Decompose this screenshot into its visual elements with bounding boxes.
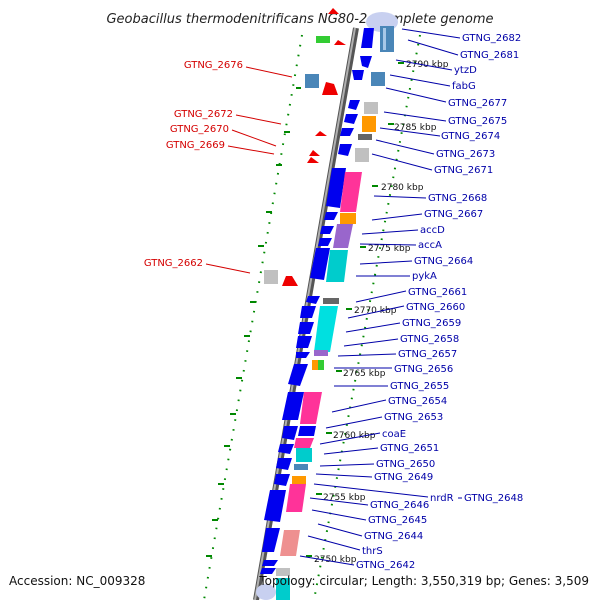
kbp-scale: 2790 kbp 2785 kbp 2780 kbp 2775 kbp 2770… xyxy=(306,60,449,565)
gene-label: GTNG_2672 xyxy=(174,109,233,120)
gene-label: accD xyxy=(420,225,445,236)
feature-gtng-2669 xyxy=(307,157,319,163)
kbp-mark: 2755 kbp xyxy=(323,493,366,503)
feature-gtng-2662 xyxy=(282,276,298,286)
reverse-strand-features xyxy=(264,8,346,286)
feature-gtng-2661 xyxy=(306,296,320,304)
feature-accD xyxy=(333,224,353,248)
kbp-mark: 2750 kbp xyxy=(314,555,357,565)
gene-label: GTNG_2682 xyxy=(462,33,521,44)
feature-red-arrow-top xyxy=(328,8,339,14)
gene-label: thrS xyxy=(362,546,383,557)
kbp-mark: 2780 kbp xyxy=(381,183,424,193)
feature-gtng-2668 xyxy=(326,168,346,208)
gene-label: GTNG_2662 xyxy=(144,258,203,269)
gene-label: GTNG_2660 xyxy=(406,302,465,313)
gene-label: GTNG_2642 xyxy=(356,560,415,571)
feature-gtng-2670 xyxy=(309,150,320,156)
gene-label: accA xyxy=(418,240,442,251)
gene-label: GTNG_2656 xyxy=(394,364,453,375)
forward-labels: GTNG_2682 GTNG_2681 ytzD fabG GTNG_2677 … xyxy=(356,33,523,571)
kbp-mark: 2785 kbp xyxy=(394,123,437,133)
feature-gtng-2674 xyxy=(358,134,372,140)
gene-label: GTNG_2675 xyxy=(448,116,507,127)
topology-text: Topology: circular; Length: 3,550,319 bp… xyxy=(258,574,589,588)
feature-coaE xyxy=(294,438,314,448)
reverse-leaders xyxy=(205,66,293,274)
gene-label: GTNG_2655 xyxy=(390,381,449,392)
gene-label: GTNG_2676 xyxy=(184,60,243,71)
kbp-mark: 2770 kbp xyxy=(354,306,397,316)
feature-steelblue xyxy=(305,74,319,88)
feature-gtng-2659 xyxy=(314,306,338,352)
feature-green xyxy=(316,36,330,43)
gene-label: GTNG_2644 xyxy=(364,531,423,542)
gene-label: GTNG_2649 xyxy=(374,472,433,483)
gene-label: fabG xyxy=(452,81,476,92)
feature-gtng-2675 xyxy=(344,114,358,124)
feature-gtng-2672 xyxy=(315,131,327,136)
gene-label: coaE xyxy=(382,429,406,440)
feature-gtng-2682 xyxy=(361,28,374,48)
feature-gtng-2654 xyxy=(300,392,322,424)
feature-ytzD-2 xyxy=(352,70,364,80)
feature-gtng-2677 xyxy=(348,100,360,110)
gene-label: ytzD xyxy=(454,65,477,76)
gene-label: pykA xyxy=(412,271,437,282)
feature-ytzD xyxy=(360,56,372,68)
feature-red-arrow xyxy=(334,40,346,45)
feature-fabG xyxy=(371,72,385,86)
feature-gtng-2646 xyxy=(264,490,286,522)
gene-label: GTNG_2650 xyxy=(376,459,435,470)
forward-strand-features xyxy=(256,12,398,600)
gene-label: GTNG_2646 xyxy=(370,500,429,511)
feature-gtng-2642 xyxy=(276,578,290,600)
gene-label: GTNG_2659 xyxy=(402,318,461,329)
gene-label: GTNG_2677 xyxy=(448,98,507,109)
gene-label: GTNG_2657 xyxy=(398,349,457,360)
feature-gtng-2648 xyxy=(286,484,306,512)
gene-label: GTNG_2670 xyxy=(170,124,229,135)
gene-label: GTNG_2667 xyxy=(424,209,483,220)
feature-gtng-2681 xyxy=(380,26,394,52)
feature-gtng-2671 xyxy=(355,148,369,162)
gene-label: GTNG_2654 xyxy=(388,396,447,407)
feature-gtng-2655 xyxy=(288,364,308,386)
gene-label: GTNG_2645 xyxy=(368,515,427,526)
gene-label: GTNG_2669 xyxy=(166,140,225,151)
gene-label: GTNG_2664 xyxy=(414,256,473,267)
gene-label: GTNG_2674 xyxy=(441,131,500,142)
gene-label: nrdR xyxy=(430,493,454,504)
feature-gtng-2676 xyxy=(322,82,338,95)
feature-gtng-2664 xyxy=(310,248,330,280)
gene-label: GTNG_2651 xyxy=(380,443,439,454)
kbp-mark: 2775 kbp xyxy=(368,244,411,254)
gene-label: GTNG_2673 xyxy=(436,149,495,160)
gene-label: GTNG_2668 xyxy=(428,193,487,204)
gene-label: GTNG_2658 xyxy=(400,334,459,345)
feature-gtng-2651 xyxy=(296,448,312,462)
feature-gtng-2644 xyxy=(262,528,280,552)
gene-label: GTNG_2671 xyxy=(434,165,493,176)
feature-pykA xyxy=(326,250,348,282)
feature-thrS xyxy=(280,530,300,556)
gene-label: GTNG_2681 xyxy=(460,50,519,61)
reverse-labels: GTNG_2676 GTNG_2672 GTNG_2670 GTNG_2669 … xyxy=(144,60,243,269)
kbp-mark: 2765 kbp xyxy=(343,369,386,379)
gene-label: GTNG_2661 xyxy=(408,287,467,298)
feature-gtng-2673 xyxy=(338,144,352,156)
gc-skew-ticks xyxy=(206,87,301,557)
forward-leaders xyxy=(299,28,462,566)
gene-label: GTNG_2648 xyxy=(464,493,523,504)
kbp-mark: 2760 kbp xyxy=(333,431,376,441)
feature-grey xyxy=(264,270,278,284)
map-title: Geobacillus thermodenitrificans NG80-2, … xyxy=(106,12,493,27)
kbp-mark: 2790 kbp xyxy=(406,60,449,70)
gene-label: GTNG_2653 xyxy=(384,412,443,423)
accession-text: Accession: NC_009328 xyxy=(9,574,145,588)
